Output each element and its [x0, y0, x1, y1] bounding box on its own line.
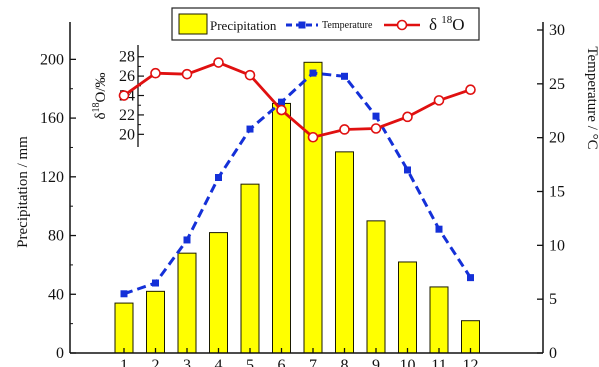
- marker-temperature-6: [278, 98, 285, 106]
- bar-precipitation-4: [209, 232, 228, 354]
- marker-d18o-4: [213, 57, 224, 68]
- y-left-tick-label: 120: [40, 169, 64, 186]
- line-d18o: [123, 61, 471, 139]
- y-inset-axis-title: δ18O/‰: [91, 72, 109, 119]
- y-inset-tick-label: 20: [119, 126, 135, 143]
- x-tick-label: 8: [341, 357, 349, 367]
- marker-d18o-2: [150, 67, 161, 79]
- y-right-tick-label: 15: [549, 184, 565, 201]
- marker-d18o-6: [276, 104, 287, 116]
- legend-marker-d18o: [396, 19, 408, 31]
- marker-d18o-1: [118, 90, 130, 101]
- x-tick-label: 7: [309, 357, 317, 367]
- y-right-tick-label: 20: [549, 130, 565, 147]
- x-tick-label: 2: [152, 357, 160, 367]
- marker-d18o-8: [339, 124, 350, 135]
- y-left-tick-label: 0: [56, 345, 64, 362]
- marker-d18o-9: [370, 123, 382, 134]
- bar-precipitation-7: [303, 61, 323, 354]
- bar-precipitation-8: [335, 151, 354, 354]
- x-tick-label: 5: [246, 357, 254, 367]
- marker-temperature-2: [152, 279, 159, 287]
- bar-precipitation-5: [240, 183, 260, 354]
- y-inset-tick-label: 26: [119, 68, 135, 85]
- y-inset-tick-label: 22: [119, 107, 135, 124]
- x-tick-label: 12: [463, 357, 479, 367]
- legend-label-d18o: δ 18O: [429, 14, 465, 34]
- y-right-tick-label: 10: [549, 237, 565, 254]
- y-inset-tick-label: 28: [119, 49, 135, 66]
- y-right-tick-label: 30: [549, 22, 565, 39]
- bar-precipitation-3: [177, 252, 197, 354]
- marker-temperature-4: [215, 174, 222, 182]
- bar-precipitation-11: [429, 286, 449, 354]
- y-left-tick-label: 80: [48, 228, 64, 245]
- bar-precipitation-10: [398, 261, 417, 354]
- bar-precipitation-9: [366, 220, 386, 354]
- marker-temperature-1: [120, 290, 128, 298]
- marker-d18o-5: [244, 69, 256, 81]
- marker-d18o-3: [181, 68, 193, 80]
- marker-temperature-9: [372, 112, 380, 120]
- y-left-tick-label: 40: [48, 286, 64, 303]
- marker-temperature-11: [435, 225, 443, 233]
- x-tick-label: 11: [431, 357, 446, 367]
- y-left-tick-label: 160: [40, 110, 64, 127]
- marker-d18o-7: [307, 131, 319, 143]
- x-tick-label: 10: [400, 357, 416, 367]
- bar-precipitation-1: [114, 302, 134, 354]
- bar-precipitation-2: [146, 290, 165, 354]
- x-tick-label: 6: [278, 357, 286, 367]
- marker-temperature-8: [341, 72, 348, 80]
- marker-temperature-3: [183, 236, 191, 244]
- legend-swatch-precipitation: [178, 13, 208, 35]
- y-right-tick-label: 0: [549, 345, 557, 362]
- x-tick-label: 3: [183, 357, 191, 367]
- legend-label-temperature: Temperature: [322, 20, 373, 31]
- y-right-axis-title: Temperature / °C: [584, 46, 599, 149]
- x-tick-label: 1: [120, 357, 128, 367]
- marker-temperature-10: [404, 166, 411, 174]
- y-left-axis-title: Precipitation / mm: [15, 136, 31, 248]
- legend-label-precipitation: Precipitation: [210, 18, 277, 33]
- y-left-tick-label: 200: [40, 51, 64, 68]
- marker-temperature-12: [467, 274, 474, 282]
- y-right-tick-label: 5: [549, 291, 557, 308]
- legend: Precipitation Temperature δ 18O: [171, 7, 480, 41]
- line-temperature: [123, 71, 472, 296]
- marker-d18o-10: [402, 111, 413, 123]
- legend-marker-temperature: [298, 21, 306, 29]
- marker-temperature-5: [246, 125, 254, 133]
- marker-d18o-11: [433, 95, 445, 106]
- bar-precipitation-6: [272, 102, 291, 354]
- x-tick-label: 4: [215, 357, 223, 367]
- legend-frame: [171, 7, 480, 41]
- y-right-tick-label: 25: [549, 76, 565, 93]
- x-tick-label: 9: [372, 357, 380, 367]
- marker-d18o-12: [465, 84, 476, 95]
- marker-temperature-7: [309, 69, 317, 77]
